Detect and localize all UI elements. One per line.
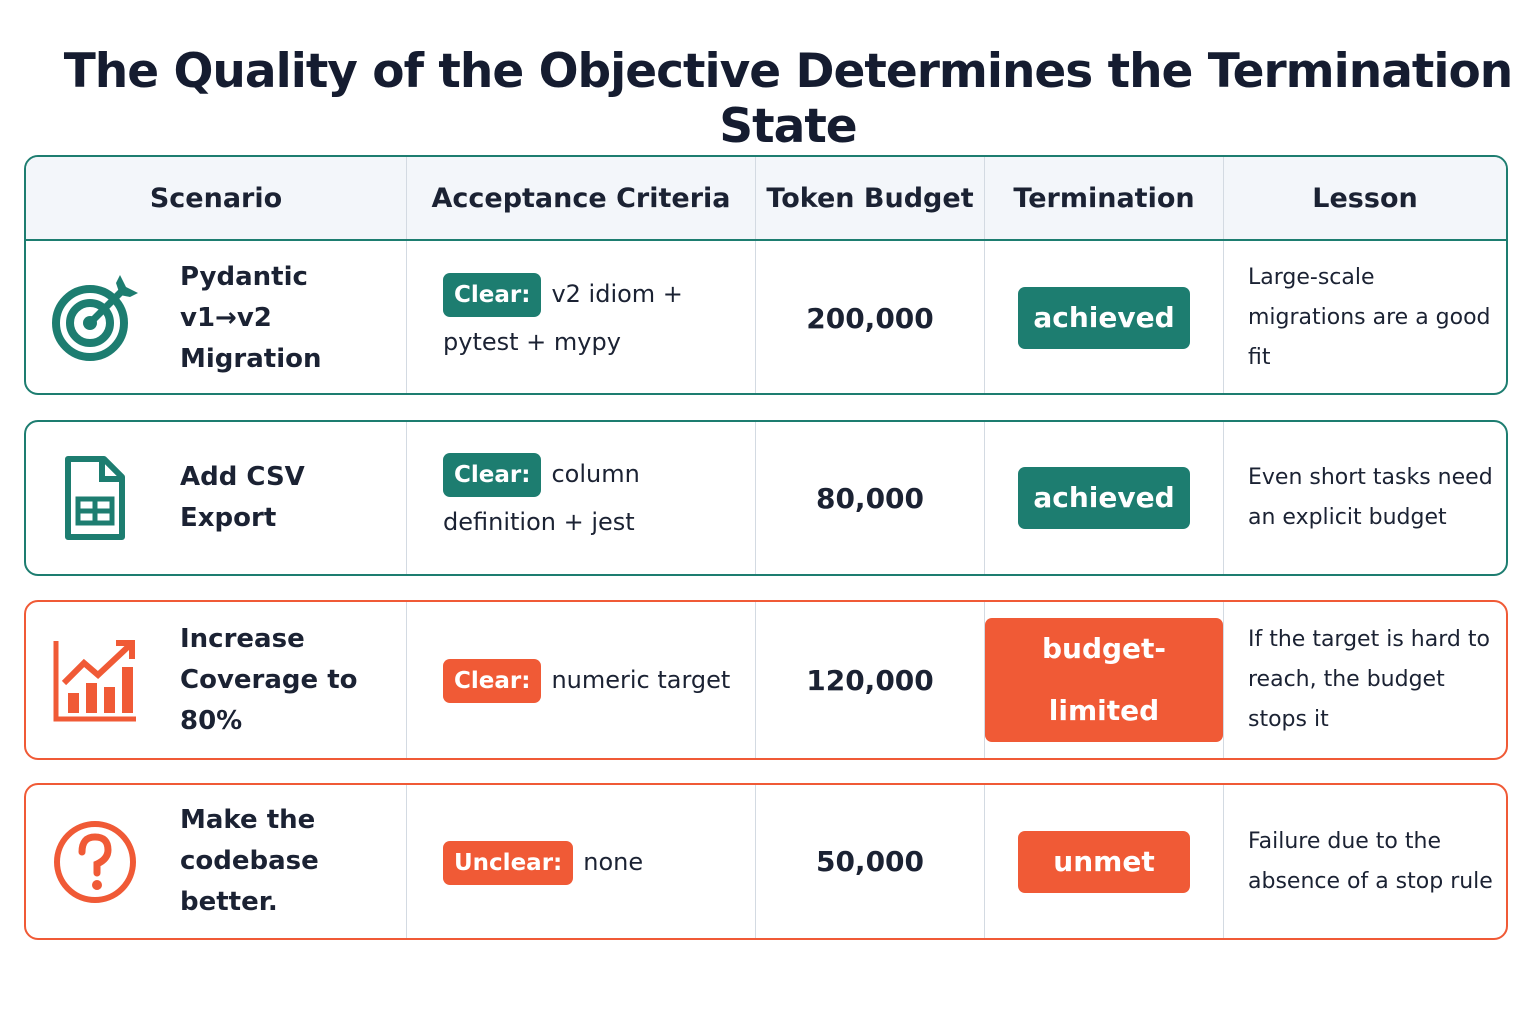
criteria-wrap: Clear: numeric target: [443, 656, 730, 704]
token-budget: 200,000: [756, 241, 985, 393]
criteria-cell: Unclear: none: [407, 785, 756, 938]
scenario: Add CSV Export: [180, 462, 305, 533]
termination-cell: achieved: [985, 422, 1224, 574]
table-row-box: Scenario Acceptance Criteria Token Budget T…: [24, 155, 1508, 395]
lesson: Even short tasks need an explicit budget: [1248, 465, 1493, 530]
scenario: Make the codebase better.: [180, 805, 319, 917]
table-row: Increase Coverage to 80% Clear: numeric ta…: [26, 602, 1506, 758]
scenario-icon: [50, 453, 140, 543]
lesson: Failure due to the absence of a stop rul…: [1248, 828, 1493, 894]
token-budget: 50,000: [756, 785, 985, 938]
criteria-tag: Clear:: [443, 453, 542, 497]
scenario: Increase Coverage to 80%: [180, 623, 358, 736]
header-row: Scenario Acceptance Criteria Token Budget T…: [26, 157, 1506, 241]
scenario-cell: Make the codebase better.: [26, 785, 407, 938]
token-budget: 80,000: [756, 422, 985, 574]
criteria-tag: Unclear:: [443, 840, 574, 885]
scenario-cell: Increase Coverage to 80%: [26, 602, 407, 758]
scenario-icon: [50, 273, 140, 363]
criteria-cell: Clear: column definition + jest: [407, 422, 756, 574]
criteria-wrap: Clear: v2 idiom + pytest + mypy: [443, 270, 739, 366]
title: The Quality of the Objective Determines …: [63, 44, 1514, 154]
table-row: Add CSV Export Clear: column definition + …: [26, 422, 1506, 574]
scenario: Pydantic v1→v2 Migration: [180, 261, 322, 374]
termination-cell: budget-limited: [985, 602, 1224, 758]
criteria-cell: Clear: numeric target: [407, 602, 756, 758]
lesson: If the target is hard to reach, the budg…: [1248, 627, 1490, 732]
scenario-cell: Add CSV Export: [26, 422, 407, 574]
criteria-wrap: Unclear: none: [443, 838, 643, 886]
termination-badge: unmet: [1018, 830, 1190, 893]
scenario-cell: Pydantic v1→v2 Migration: [26, 241, 407, 393]
column-header: Scenario: [26, 157, 407, 239]
criteria: numeric target: [551, 666, 731, 694]
token-budget: 120,000: [756, 602, 985, 758]
lesson: Large-scale migrations are a good fit: [1248, 265, 1491, 370]
table-row-box: Add CSV Export Clear: column definition + …: [24, 420, 1508, 576]
table-row-box: Make the codebase better. Unclear: none 50,…: [24, 783, 1508, 940]
column-header: Token Budget: [756, 157, 985, 239]
table-row: Pydantic v1→v2 Migration Clear: v2 idiom +…: [26, 241, 1506, 393]
termination-badge: achieved: [1018, 467, 1190, 529]
column-header: Lesson: [1312, 182, 1418, 214]
termination-badge: budget-limited: [985, 618, 1223, 742]
scenario-icon: [50, 635, 140, 725]
criteria-wrap: Clear: column definition + jest: [443, 450, 739, 546]
termination-badge: achieved: [1018, 287, 1190, 349]
criteria-tag: Clear:: [443, 273, 542, 317]
termination-cell: unmet: [985, 785, 1224, 938]
criteria: none: [583, 847, 644, 876]
criteria: column definition + jest: [443, 460, 640, 536]
criteria: v2 idiom + pytest + mypy: [443, 280, 683, 356]
column-header: Acceptance Criteria: [407, 157, 756, 239]
table-row-box: Increase Coverage to 80% Clear: numeric ta…: [24, 600, 1508, 760]
column-header: Termination: [985, 157, 1224, 239]
scenario-icon: [50, 817, 140, 907]
criteria-tag: Clear:: [443, 659, 542, 703]
table-row: Make the codebase better. Unclear: none 50,…: [26, 785, 1506, 938]
criteria-cell: Clear: v2 idiom + pytest + mypy: [407, 241, 756, 393]
termination-cell: achieved: [985, 241, 1224, 393]
